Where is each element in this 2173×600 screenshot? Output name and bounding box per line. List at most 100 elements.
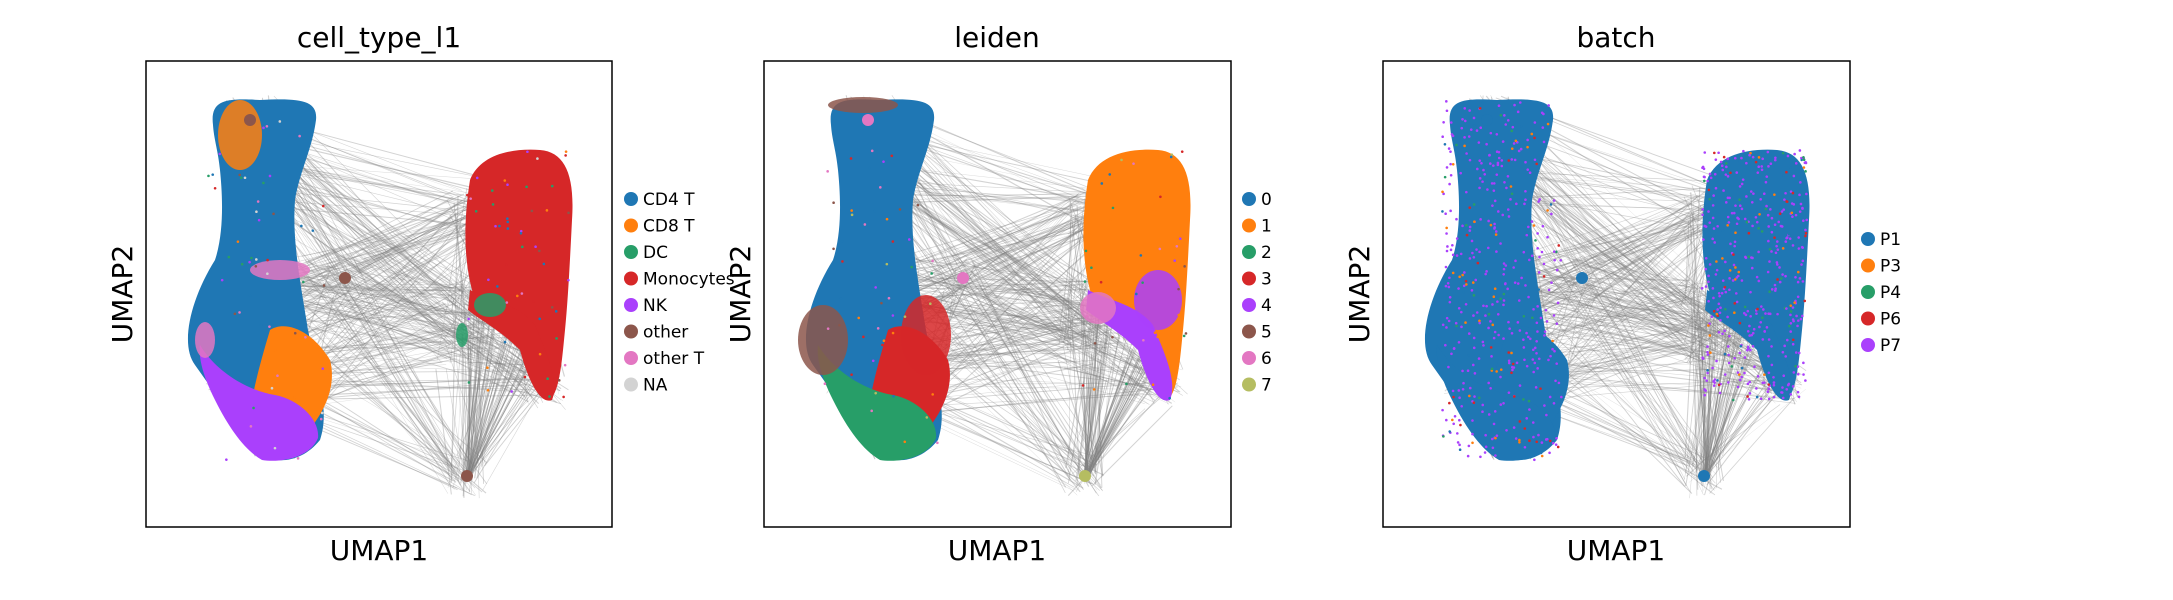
paga-edge [1516, 170, 1685, 304]
cell-point [1744, 313, 1748, 317]
paga-edge [285, 289, 488, 463]
paga-edge [1088, 357, 1162, 391]
cell-point [1487, 413, 1491, 416]
cell-point [1527, 399, 1531, 403]
cell-point [1747, 231, 1751, 235]
cell-point [1442, 435, 1445, 438]
paga-edge [336, 295, 448, 305]
cell-point [319, 417, 323, 421]
cell-point [1711, 366, 1714, 370]
cell-point [1471, 432, 1474, 436]
cell-point [1757, 250, 1760, 254]
paga-edge [293, 284, 454, 297]
paga-edge [472, 306, 480, 499]
paga-edge [1084, 353, 1094, 484]
paga-edge [1709, 338, 1730, 473]
paga-edge [1693, 211, 1698, 496]
cell-point [537, 249, 541, 253]
paga-edge [1515, 272, 1715, 289]
paga-edge [469, 386, 531, 479]
cell-point [1797, 247, 1801, 250]
legend-swatch [624, 377, 638, 392]
cell-point [1713, 172, 1717, 176]
cell-point [1747, 397, 1751, 401]
paga-edge [1083, 371, 1143, 479]
cell-point [1767, 397, 1771, 401]
cell-point [1549, 354, 1552, 358]
cell-point [1740, 156, 1743, 160]
paga-edge [1093, 307, 1109, 473]
paga-edge [962, 284, 1175, 384]
cell-point [1524, 189, 1527, 193]
legend-item: DC [624, 243, 668, 263]
paga-edge [883, 196, 1082, 286]
cell-point [887, 296, 891, 300]
paga-edge [1535, 368, 1778, 373]
cell-point [1772, 395, 1776, 399]
paga-edge [1703, 331, 1761, 476]
cell-point [1706, 353, 1710, 356]
cell-point [1481, 340, 1485, 344]
cell-point [1502, 303, 1505, 307]
cell-point [1528, 432, 1532, 435]
cell-point [1495, 173, 1499, 176]
cell-point [248, 294, 252, 297]
cell-point [1546, 209, 1549, 212]
cell-point [1768, 247, 1772, 251]
paga-edge [1692, 314, 1714, 346]
paga-edge [1704, 315, 1756, 496]
cell-point [1751, 224, 1754, 228]
cell-point [278, 120, 282, 123]
paga-edge [1702, 341, 1758, 475]
cell-point [1751, 331, 1755, 335]
cell-point [1143, 205, 1146, 209]
cell-point [882, 160, 885, 163]
cell-point [506, 220, 510, 224]
cell-point [1705, 379, 1708, 382]
paga-edge [334, 261, 475, 291]
cell-point [1751, 344, 1755, 348]
cell-point [1775, 261, 1779, 264]
paga-edge [891, 191, 1102, 323]
paga-edge [899, 265, 1067, 301]
cell-point [1467, 444, 1471, 448]
cell-point [1540, 441, 1544, 444]
cell-point [1457, 341, 1461, 344]
paga-edge [885, 287, 1094, 291]
cell-point [1756, 307, 1759, 311]
paga-edge [320, 265, 472, 292]
cell-point [876, 327, 880, 330]
paga-edge [925, 278, 1151, 373]
paga-edge [925, 304, 1118, 350]
cell-point [1720, 164, 1724, 168]
cell-point [1789, 304, 1793, 307]
cell-point [1497, 333, 1500, 337]
cell-point [1520, 276, 1523, 280]
paga-edge [1541, 284, 1700, 357]
cell-point [1481, 403, 1485, 407]
cell-point [1515, 202, 1518, 206]
cell-point [1704, 285, 1708, 288]
cell-point [1525, 331, 1528, 335]
cell-point [1502, 272, 1505, 276]
cell-point [880, 301, 883, 305]
cell-point [272, 212, 275, 216]
paga-edge [467, 354, 489, 480]
cell-point [1441, 190, 1444, 194]
cell-point [1444, 212, 1447, 216]
paga-edge [292, 256, 454, 476]
paga-edge [1527, 276, 1717, 475]
paga-edge [350, 276, 526, 373]
paga-edge [890, 177, 1069, 338]
cell-point [1487, 219, 1490, 223]
cell-point [1493, 226, 1496, 229]
cell-point [1544, 438, 1548, 441]
cell-point [1483, 173, 1487, 176]
paga-edge [1080, 327, 1114, 346]
cell-point [1472, 314, 1475, 317]
cell-point [1447, 147, 1451, 150]
legend-label: other [643, 323, 688, 343]
cell-point [1727, 353, 1730, 357]
cell-point [1496, 300, 1499, 303]
